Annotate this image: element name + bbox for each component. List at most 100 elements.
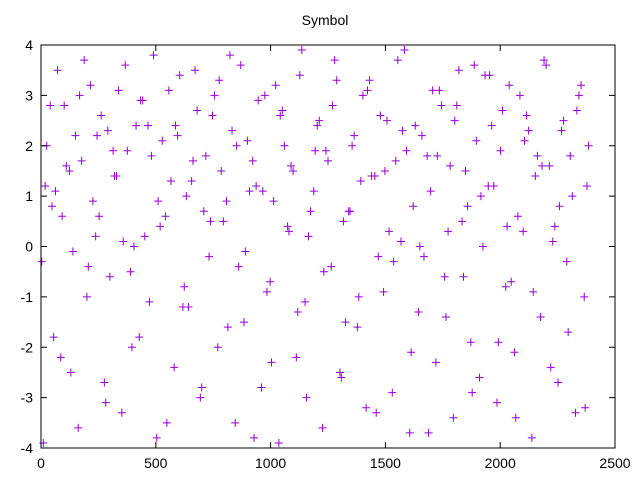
data-point xyxy=(337,373,346,382)
data-point xyxy=(402,146,411,155)
data-point xyxy=(91,232,100,241)
data-point xyxy=(232,141,241,150)
data-point xyxy=(135,333,144,342)
data-point xyxy=(358,91,367,100)
data-point xyxy=(557,126,566,135)
data-point xyxy=(84,262,93,271)
data-point xyxy=(458,217,467,226)
data-point xyxy=(452,101,461,110)
data-point xyxy=(536,313,545,322)
data-point xyxy=(405,428,414,437)
data-point xyxy=(522,111,531,120)
data-point xyxy=(324,156,332,165)
data-point xyxy=(158,136,167,145)
data-point xyxy=(415,242,424,251)
data-point xyxy=(431,358,440,367)
data-point xyxy=(580,292,589,301)
data-point xyxy=(304,232,313,241)
data-point xyxy=(213,343,222,352)
y-tick-label: -3 xyxy=(21,390,34,406)
data-point xyxy=(274,438,283,447)
data-point xyxy=(363,86,372,95)
data-point xyxy=(103,126,112,135)
data-point xyxy=(48,202,57,211)
data-point xyxy=(123,146,132,155)
data-point xyxy=(379,287,388,296)
data-point xyxy=(302,393,311,402)
data-point xyxy=(289,166,298,175)
data-points xyxy=(37,46,593,447)
data-point xyxy=(564,328,573,337)
data-point xyxy=(56,353,65,362)
data-point xyxy=(217,166,226,175)
data-point xyxy=(389,257,398,266)
data-point xyxy=(513,212,522,221)
data-point xyxy=(132,121,141,130)
data-point xyxy=(433,151,442,160)
data-point xyxy=(354,292,363,301)
data-point xyxy=(409,202,418,211)
y-tick-label: -2 xyxy=(21,339,34,355)
axes: 0 500 1000 1500 2000 2500 -4 -3 -2 -1 0 1 2 3 4 xyxy=(21,37,631,471)
data-point xyxy=(271,81,280,90)
data-point xyxy=(507,277,516,286)
data-point xyxy=(388,388,397,397)
data-point xyxy=(206,217,215,226)
data-point xyxy=(62,161,71,170)
data-point xyxy=(362,403,371,412)
data-point xyxy=(201,151,210,160)
data-point xyxy=(374,252,383,261)
data-point xyxy=(348,141,357,150)
data-point xyxy=(162,418,171,427)
data-point xyxy=(494,338,503,347)
data-point xyxy=(258,187,267,196)
data-point xyxy=(444,227,453,236)
data-point xyxy=(301,297,310,306)
data-point xyxy=(461,166,470,175)
data-point xyxy=(187,177,196,186)
data-point xyxy=(311,146,320,155)
data-point xyxy=(476,192,485,201)
data-point xyxy=(219,217,228,226)
data-point xyxy=(287,161,296,170)
data-point xyxy=(550,222,559,231)
plot-frame xyxy=(40,44,616,449)
data-point xyxy=(175,71,184,80)
data-point xyxy=(484,182,493,191)
data-point xyxy=(262,287,271,296)
data-point xyxy=(470,61,479,70)
data-point xyxy=(510,348,519,357)
data-point xyxy=(417,131,426,140)
data-point xyxy=(466,338,475,347)
data-point xyxy=(58,212,67,221)
data-point xyxy=(584,141,593,150)
data-point xyxy=(74,423,83,432)
x-tick-label: 2500 xyxy=(599,455,630,471)
data-point xyxy=(318,423,327,432)
data-point xyxy=(267,358,276,367)
data-point xyxy=(574,91,583,100)
data-point xyxy=(540,56,549,65)
data-point xyxy=(147,151,156,160)
data-point xyxy=(154,197,163,206)
data-point xyxy=(385,227,394,236)
data-point xyxy=(350,131,359,140)
y-tick-label: 2 xyxy=(25,138,33,154)
data-point xyxy=(231,418,240,427)
data-point xyxy=(353,323,362,332)
data-point xyxy=(442,313,451,322)
data-point xyxy=(223,323,232,332)
data-point xyxy=(531,171,540,180)
data-point xyxy=(393,56,402,65)
data-point xyxy=(156,222,165,231)
x-tick-label: 1000 xyxy=(255,455,286,471)
data-point xyxy=(335,368,344,377)
data-point xyxy=(60,101,69,110)
data-point xyxy=(127,343,136,352)
data-point xyxy=(105,272,114,281)
data-point xyxy=(66,368,75,377)
data-point xyxy=(426,187,435,196)
data-point xyxy=(284,227,293,236)
data-point xyxy=(280,141,289,150)
